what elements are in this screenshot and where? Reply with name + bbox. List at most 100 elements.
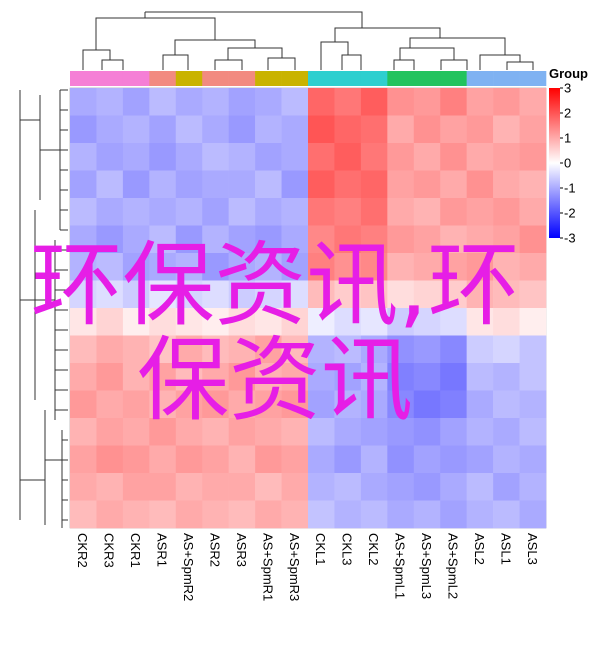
heatmap-cell <box>228 418 256 446</box>
heatmap-cell <box>387 225 415 254</box>
heatmap-cell <box>413 253 441 281</box>
heatmap-cell <box>440 115 467 144</box>
heatmap-cell <box>334 170 362 199</box>
heatmap-cell <box>334 225 362 254</box>
heatmap-cell <box>255 390 282 419</box>
heatmap-cell <box>493 225 520 254</box>
heatmap-cell <box>360 198 388 226</box>
column-label: ASR1 <box>155 533 170 567</box>
heatmap-cell <box>440 88 467 116</box>
heatmap-cell <box>360 473 388 501</box>
heatmap-cell <box>96 390 124 419</box>
heatmap-cell <box>70 363 97 391</box>
heatmap-cell <box>519 115 547 144</box>
heatmap-cell <box>96 170 124 199</box>
heatmap-cell <box>281 308 309 336</box>
heatmap-cell <box>334 143 362 171</box>
group-annotation <box>519 71 547 86</box>
heatmap-cell <box>202 280 229 309</box>
heatmap-cell <box>334 88 362 116</box>
heatmap-cell <box>255 473 282 501</box>
heatmap-cell <box>387 445 415 474</box>
heatmap-cell <box>387 280 415 309</box>
heatmap-cell <box>202 88 229 116</box>
heatmap-cell <box>228 143 256 171</box>
group-annotation <box>149 71 177 86</box>
heatmap-cell <box>281 280 309 309</box>
heatmap-cell <box>255 335 282 364</box>
heatmap-cell <box>281 473 309 501</box>
heatmap-cell <box>493 363 520 391</box>
heatmap-cell <box>96 418 124 446</box>
heatmap-cell <box>228 390 256 419</box>
heatmap-cell <box>466 473 494 501</box>
heatmap-cell <box>413 170 441 199</box>
heatmap-cell <box>281 500 309 529</box>
heatmap-cell <box>413 115 441 144</box>
heatmap-cell <box>255 308 282 336</box>
heatmap-cell <box>308 390 335 419</box>
heatmap-cell <box>202 390 229 419</box>
heatmap-cell <box>96 308 124 336</box>
heatmap-cell <box>202 363 229 391</box>
heatmap-cell <box>228 280 256 309</box>
heatmap-cell <box>413 308 441 336</box>
heatmap-cell <box>202 198 229 226</box>
heatmap-cell <box>519 225 547 254</box>
heatmap-cell <box>70 170 97 199</box>
heatmap-cell <box>466 170 494 199</box>
heatmap-cell <box>360 335 388 364</box>
heatmap-cell <box>440 390 467 419</box>
column-label: CKR2 <box>75 533 90 568</box>
heatmap-cell <box>70 473 97 501</box>
heatmap-cell <box>122 225 150 254</box>
group-annotation <box>360 71 388 86</box>
heatmap-cell <box>149 335 177 364</box>
heatmap-cell <box>228 253 256 281</box>
heatmap-cell <box>202 418 229 446</box>
heatmap-cell <box>281 143 309 171</box>
heatmap-cell <box>281 445 309 474</box>
heatmap-cell <box>202 500 229 529</box>
column-label: AS+SpmL1 <box>393 533 408 599</box>
column-label: CKR1 <box>128 533 143 568</box>
heatmap-cell <box>70 198 97 226</box>
heatmap-cell <box>466 115 494 144</box>
heatmap-cell <box>334 473 362 501</box>
heatmap-cell <box>70 88 97 116</box>
heatmap-cell <box>255 253 282 281</box>
group-annotation <box>96 71 124 86</box>
heatmap-cell <box>96 115 124 144</box>
heatmap-cell <box>466 225 494 254</box>
heatmap-cell <box>387 390 415 419</box>
heatmap-cell <box>387 198 415 226</box>
group-annotation <box>281 71 309 86</box>
heatmap-cell <box>281 390 309 419</box>
heatmap-cell <box>387 500 415 529</box>
heatmap-cell <box>122 198 150 226</box>
heatmap-cell <box>493 308 520 336</box>
heatmap-cell <box>334 280 362 309</box>
heatmap-cell <box>122 143 150 171</box>
heatmap-cell <box>466 335 494 364</box>
heatmap-cell <box>122 335 150 364</box>
group-annotation <box>334 71 362 86</box>
heatmap-cell <box>308 88 335 116</box>
heatmap-cell <box>308 418 335 446</box>
heatmap-cell <box>175 418 203 446</box>
heatmap-cell <box>440 143 467 171</box>
column-label: AS+SpmR1 <box>260 533 275 601</box>
heatmap-cell <box>122 390 150 419</box>
heatmap-cell <box>413 390 441 419</box>
heatmap-cell <box>519 253 547 281</box>
heatmap-cell <box>519 363 547 391</box>
heatmap-cell <box>70 280 97 309</box>
heatmap-cell <box>466 198 494 226</box>
column-label: AS+SpmR2 <box>181 533 196 601</box>
heatmap-cell <box>440 335 467 364</box>
heatmap-cell <box>466 308 494 336</box>
heatmap-cell <box>175 225 203 254</box>
heatmap-cell <box>96 335 124 364</box>
column-label: ASR3 <box>234 533 249 567</box>
